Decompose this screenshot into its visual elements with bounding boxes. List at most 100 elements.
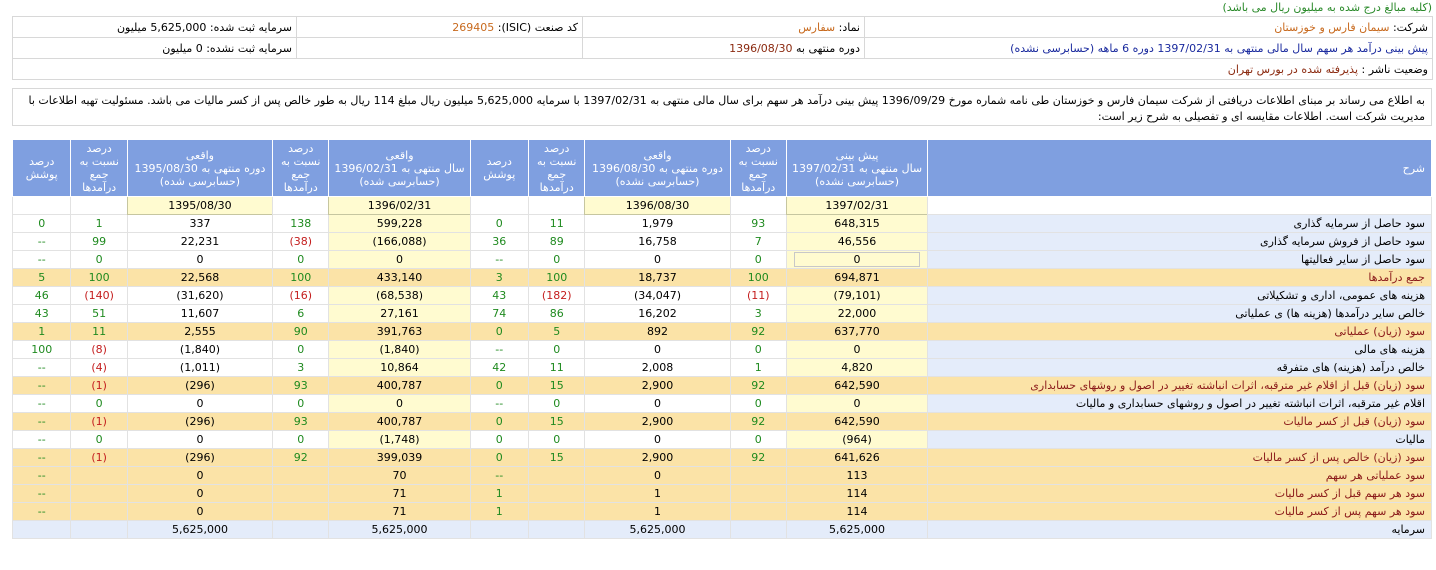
cell-pct-2: 0 — [527, 430, 586, 449]
cell-forecast: 642,590 — [785, 376, 929, 395]
cell-forecast: 46,556 — [785, 232, 929, 251]
cell-pct-1: 0 — [729, 250, 788, 269]
cell-pct-4: 11 — [70, 322, 128, 341]
date-blank — [469, 196, 530, 215]
cell-pct-4: 1 — [70, 214, 128, 233]
cell-coverage-2: 43 — [11, 304, 72, 323]
cell-actual-year: (1,748) — [328, 430, 471, 449]
row-label: خالص درآمد (هزینه) های متفرقه — [927, 358, 1432, 377]
cell-actual-period-unaudited: 0 — [584, 430, 731, 449]
row-label: هزینه های مالی — [927, 340, 1432, 359]
table-row: سود عملیاتی هر سهم 113 0 -- 70 0 -- — [11, 466, 1432, 485]
cell-pct-2: 89 — [527, 232, 586, 251]
cell-forecast: 0 — [785, 394, 929, 413]
cell-pct-2 — [527, 484, 586, 503]
date-blank — [70, 196, 128, 215]
row-label: سود (زیان) قبل از اقلام غیر مترقبه، اثرا… — [927, 376, 1432, 395]
cell-pct-4: (1) — [70, 376, 128, 395]
cell-coverage-1: 0 — [469, 322, 530, 341]
cell-actual-period-unaudited: 2,008 — [584, 358, 731, 377]
cell-forecast: 694,871 — [785, 268, 929, 287]
header-desc: شرح — [927, 139, 1432, 197]
table-row: هزینه های مالی 0 0 0 0 -- (1,840) 0 (1,840) (8) 10… — [11, 340, 1432, 359]
cell-actual-period-audited: 0 — [126, 394, 274, 413]
editable-value: 0 — [794, 252, 920, 267]
cell-coverage-2: 46 — [11, 286, 72, 305]
table-row: خالص درآمد (هزینه) های متفرقه 4,820 1 2,008… — [11, 358, 1432, 377]
date-actual-year: 1396/02/31 — [328, 196, 471, 215]
cell-actual-year: 70 — [328, 466, 471, 485]
cell-actual-period-unaudited: 0 — [584, 340, 731, 359]
symbol-value[interactable]: سفارس — [798, 20, 836, 34]
cell-pct-3: 0 — [272, 340, 330, 359]
cell-actual-year: 400,787 — [328, 376, 471, 395]
header-pct-2: درصد نسبت به جمع درآمدها — [527, 139, 586, 197]
cell-forecast: 637,770 — [785, 322, 929, 341]
cell-coverage-1: 74 — [469, 304, 530, 323]
isic-value: 269405 — [452, 20, 495, 34]
cell-actual-period-audited: 0 — [126, 502, 274, 521]
cell-pct-1 — [729, 484, 788, 503]
cell-pct-3 — [272, 520, 330, 539]
cell-coverage-1: 42 — [469, 358, 530, 377]
cell-actual-year: 71 — [328, 502, 471, 521]
cell-coverage-2: -- — [11, 484, 72, 503]
row-label: سود (زیان) قبل از کسر مالیات — [927, 412, 1432, 431]
cell-actual-year: 399,039 — [328, 448, 471, 467]
cell-pct-3: 100 — [272, 268, 330, 287]
cell-coverage-2: -- — [11, 430, 72, 449]
cell-actual-period-unaudited: (34,047) — [584, 286, 731, 305]
publisher-status-cell: وضعیت ناشر : پذیرفته شده در بورس تهران — [12, 58, 1433, 80]
table-header-row: شرح پیش بینی سال منتهی به 1397/02/31 (حساب… — [11, 139, 1432, 197]
date-blank — [272, 196, 330, 215]
cell-coverage-2: -- — [11, 466, 72, 485]
row-label: سرمایه — [927, 520, 1432, 539]
forecast-table: شرح پیش بینی سال منتهی به 1397/02/31 (حساب… — [11, 139, 1432, 539]
cell-coverage-2: -- — [11, 448, 72, 467]
cell-forecast: 4,820 — [785, 358, 929, 377]
cell-pct-2 — [527, 502, 586, 521]
cell-actual-period-audited: 0 — [126, 430, 274, 449]
cell-actual-year: (68,538) — [328, 286, 471, 305]
cell-pct-3: 138 — [272, 214, 330, 233]
row-label: سود حاصل از سایر فعالیتها — [927, 250, 1432, 269]
cell-coverage-1: -- — [469, 394, 530, 413]
cell-pct-4: (1) — [70, 448, 128, 467]
table-row: مالیات (964) 0 0 0 0 (1,748) 0 0 0 -- — [11, 430, 1432, 449]
date-blank — [527, 196, 586, 215]
cell-forecast: (79,101) — [785, 286, 929, 305]
table-row: سود (زیان) عملیاتی 637,770 92 892 5 0 391,763 9… — [11, 322, 1432, 341]
cell-pct-4 — [70, 502, 128, 521]
cell-actual-period-unaudited: 1 — [584, 484, 731, 503]
cell-actual-period-audited: (296) — [126, 448, 274, 467]
date-blank — [729, 196, 788, 215]
company-info-table: شرکت: سیمان فارس و خوزستان نماد: سفارس ک… — [12, 16, 1433, 80]
cell-coverage-1: 0 — [469, 412, 530, 431]
row-label: هزینه های عمومی، اداری و تشکیلاتی — [927, 286, 1432, 305]
cell-pct-4 — [70, 484, 128, 503]
cell-coverage-1 — [469, 520, 530, 539]
cell-pct-4: (1) — [70, 412, 128, 431]
cell-pct-3: 93 — [272, 376, 330, 395]
cell-pct-2: 15 — [527, 412, 586, 431]
cell-actual-period-unaudited: 2,900 — [584, 448, 731, 467]
cell-pct-3: 0 — [272, 250, 330, 269]
row-label: سود عملیاتی هر سهم — [927, 466, 1432, 485]
cell-pct-3 — [272, 502, 330, 521]
cell-actual-period-audited: 0 — [126, 466, 274, 485]
cell-pct-3 — [272, 466, 330, 485]
cell-pct-4: (8) — [70, 340, 128, 359]
cell-coverage-2: -- — [11, 250, 72, 269]
amounts-note: (کلیه مبالغ درج شده به میلیون ریال می با… — [1222, 1, 1432, 14]
cell-actual-year: 10,864 — [328, 358, 471, 377]
cell-pct-4: 51 — [70, 304, 128, 323]
company-value[interactable]: سیمان فارس و خوزستان — [1274, 20, 1390, 34]
cell-coverage-1: -- — [469, 340, 530, 359]
cell-pct-4: 0 — [70, 430, 128, 449]
cell-coverage-2: -- — [11, 502, 72, 521]
cell-coverage-2 — [11, 520, 72, 539]
cell-pct-3: 92 — [272, 448, 330, 467]
cell-coverage-1: -- — [469, 250, 530, 269]
table-row: سود هر سهم قبل از کسر مالیات 114 1 1 71 0 -- — [11, 484, 1432, 503]
cell-pct-4: (4) — [70, 358, 128, 377]
